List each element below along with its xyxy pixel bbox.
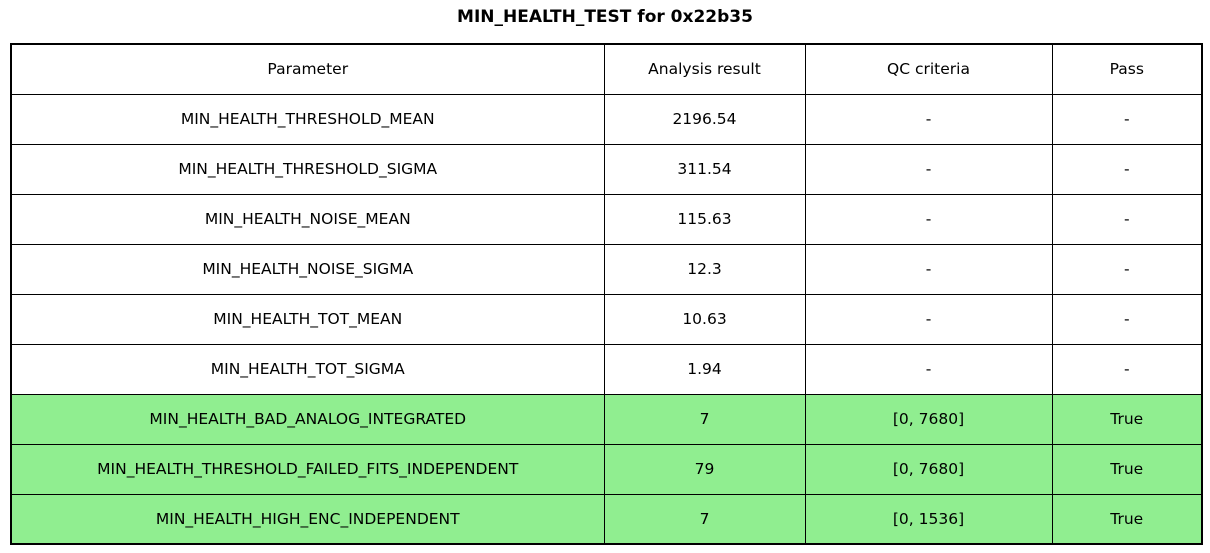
- cell-pass: -: [1051, 343, 1203, 395]
- cell-analysis-result: 7: [603, 393, 806, 445]
- cell-analysis-result: 10.63: [603, 293, 806, 345]
- table-row: MIN_HEALTH_TOT_SIGMA 1.94 - -: [10, 343, 1203, 395]
- cell-analysis-result: 12.3: [603, 243, 806, 295]
- cell-qc-criteria: -: [804, 243, 1053, 295]
- column-header-qc-criteria: QC criteria: [804, 43, 1053, 95]
- cell-analysis-result: 115.63: [603, 193, 806, 245]
- table-row: MIN_HEALTH_BAD_ANALOG_INTEGRATED 7 [0, 7…: [10, 393, 1203, 445]
- column-header-parameter: Parameter: [10, 43, 605, 95]
- cell-analysis-result: 1.94: [603, 343, 806, 395]
- cell-analysis-result: 2196.54: [603, 93, 806, 145]
- figure-title: MIN_HEALTH_TEST for 0x22b35: [457, 7, 753, 27]
- table-row: MIN_HEALTH_TOT_MEAN 10.63 - -: [10, 293, 1203, 345]
- cell-pass: -: [1051, 293, 1203, 345]
- cell-qc-criteria: [0, 1536]: [804, 493, 1053, 545]
- cell-pass: True: [1051, 443, 1203, 495]
- table-row: MIN_HEALTH_THRESHOLD_SIGMA 311.54 - -: [10, 143, 1203, 195]
- table-row: MIN_HEALTH_THRESHOLD_FAILED_FITS_INDEPEN…: [10, 443, 1203, 495]
- cell-pass: -: [1051, 143, 1203, 195]
- qc-results-table: Parameter Analysis result QC criteria Pa…: [10, 43, 1203, 545]
- table-row: MIN_HEALTH_NOISE_MEAN 115.63 - -: [10, 193, 1203, 245]
- column-header-analysis-result: Analysis result: [603, 43, 806, 95]
- cell-pass: -: [1051, 93, 1203, 145]
- cell-parameter: MIN_HEALTH_BAD_ANALOG_INTEGRATED: [10, 393, 605, 445]
- cell-parameter: MIN_HEALTH_NOISE_MEAN: [10, 193, 605, 245]
- cell-parameter: MIN_HEALTH_TOT_SIGMA: [10, 343, 605, 395]
- cell-qc-criteria: -: [804, 193, 1053, 245]
- cell-analysis-result: 7: [603, 493, 806, 545]
- cell-parameter: MIN_HEALTH_NOISE_SIGMA: [10, 243, 605, 295]
- cell-parameter: MIN_HEALTH_THRESHOLD_MEAN: [10, 93, 605, 145]
- cell-pass: -: [1051, 243, 1203, 295]
- cell-qc-criteria: -: [804, 343, 1053, 395]
- cell-analysis-result: 311.54: [603, 143, 806, 195]
- cell-pass: -: [1051, 193, 1203, 245]
- cell-qc-criteria: -: [804, 143, 1053, 195]
- cell-qc-criteria: -: [804, 93, 1053, 145]
- header-row: Parameter Analysis result QC criteria Pa…: [10, 43, 1203, 95]
- table-row: MIN_HEALTH_NOISE_SIGMA 12.3 - -: [10, 243, 1203, 295]
- cell-parameter: MIN_HEALTH_TOT_MEAN: [10, 293, 605, 345]
- table-row: MIN_HEALTH_HIGH_ENC_INDEPENDENT 7 [0, 15…: [10, 493, 1203, 545]
- cell-parameter: MIN_HEALTH_THRESHOLD_SIGMA: [10, 143, 605, 195]
- cell-qc-criteria: [0, 7680]: [804, 443, 1053, 495]
- cell-pass: True: [1051, 493, 1203, 545]
- cell-pass: True: [1051, 393, 1203, 445]
- cell-parameter: MIN_HEALTH_THRESHOLD_FAILED_FITS_INDEPEN…: [10, 443, 605, 495]
- cell-parameter: MIN_HEALTH_HIGH_ENC_INDEPENDENT: [10, 493, 605, 545]
- cell-qc-criteria: [0, 7680]: [804, 393, 1053, 445]
- column-header-pass: Pass: [1051, 43, 1203, 95]
- cell-analysis-result: 79: [603, 443, 806, 495]
- cell-qc-criteria: -: [804, 293, 1053, 345]
- table-row: MIN_HEALTH_THRESHOLD_MEAN 2196.54 - -: [10, 93, 1203, 145]
